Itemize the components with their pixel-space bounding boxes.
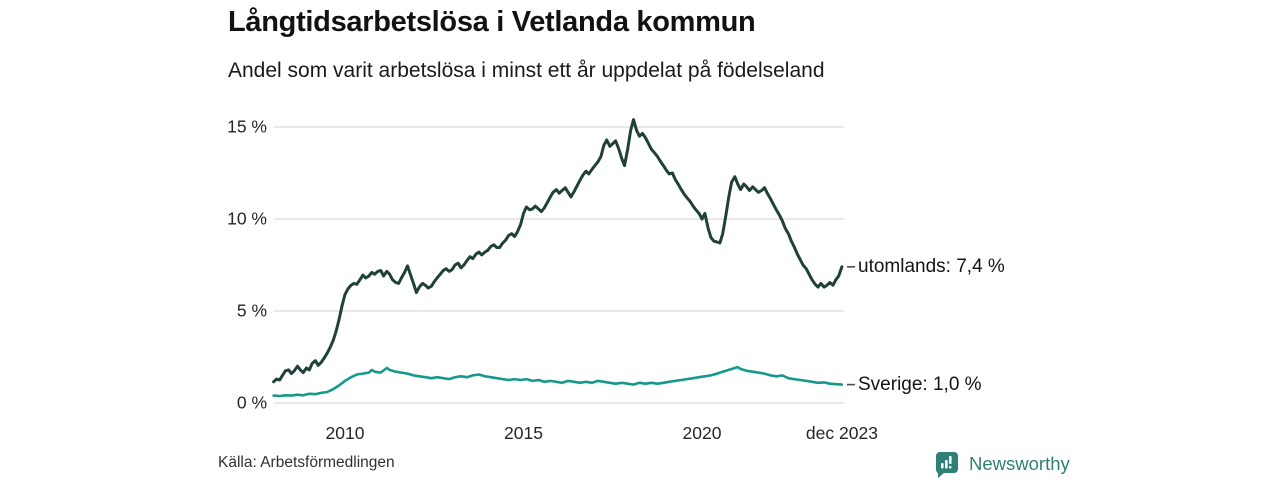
newsworthy-wordmark: Newsworthy (969, 452, 1070, 474)
x-tick-dec-2023: dec 2023 (805, 423, 878, 443)
series-label-utomlands: utomlands: 7,4 % (858, 255, 1005, 277)
page-title: Långtidsarbetslösa i Vetlanda kommun (228, 6, 756, 38)
newsworthy-logo[interactable]: Newsworthy (933, 449, 1070, 478)
x-tick-2015: 2015 (504, 423, 543, 443)
source-text: Källa: Arbetsförmedlingen (218, 454, 395, 471)
x-tick-2020: 2020 (682, 423, 722, 443)
y-tick-15: 15 % (227, 116, 267, 137)
y-tick-5: 5 % (236, 300, 267, 321)
line-utomlands (272, 118, 844, 384)
y-tick-10: 10 % (227, 208, 267, 229)
y-tick-0: 0 % (236, 392, 267, 413)
page-subtitle: Andel som varit arbetslösa i minst ett å… (228, 59, 825, 82)
x-tick-2010: 2010 (325, 423, 365, 443)
series-label-Sverige: Sverige: 1,0 % (858, 373, 982, 395)
line-Sverige (272, 365, 844, 398)
newsworthy-bars-icon (933, 449, 961, 478)
